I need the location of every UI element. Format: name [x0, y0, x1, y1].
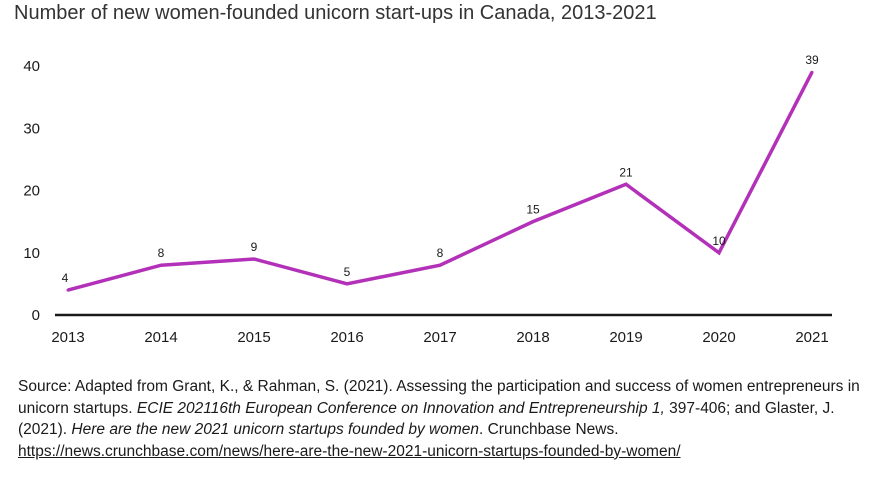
data-point [66, 288, 70, 292]
x-tick-label: 2018 [516, 329, 549, 346]
y-tick-label: 0 [32, 307, 40, 324]
x-tick-label: 2020 [702, 329, 735, 346]
x-tick-label: 2019 [609, 329, 642, 346]
y-tick-label: 40 [23, 58, 40, 75]
data-label: 8 [158, 246, 165, 260]
source-link[interactable]: https://news.crunchbase.com/news/here-ar… [18, 442, 681, 460]
x-tick-label: 2015 [237, 329, 270, 346]
x-tick-label: 2013 [51, 329, 84, 346]
data-point [717, 251, 721, 255]
data-labels: 4 8 9 5 8 15 21 10 39 [62, 53, 819, 292]
data-label: 39 [805, 53, 819, 67]
data-point [252, 257, 256, 261]
data-point [810, 70, 814, 74]
source-text-1: Source: Adapted from Grant, K., & Rahman… [18, 378, 860, 417]
data-point [531, 220, 535, 224]
source-article-title: Here are the new 2021 unicorn startups f… [71, 421, 479, 438]
data-label: 4 [62, 271, 69, 285]
data-label: 9 [251, 240, 258, 254]
data-point [624, 182, 628, 186]
source-note: Source: Adapted from Grant, K., & Rahman… [18, 376, 878, 462]
source-text-2: 397-406; and Glaster, J. (2021). [18, 399, 835, 439]
data-label: 21 [619, 165, 633, 179]
x-tick-label: 2021 [795, 329, 828, 346]
y-tick-label: 30 [23, 120, 40, 137]
data-point [159, 263, 163, 267]
y-axis-ticks: 0 10 20 30 40 [23, 58, 40, 324]
x-tick-label: 2017 [423, 329, 456, 346]
source-text-3: . Crunchbase News. [478, 421, 619, 438]
data-label: 10 [712, 234, 726, 248]
x-axis-ticks: 2013 2014 2015 2016 2017 2018 2019 2020 2021 [51, 329, 828, 346]
chart-title: Number of new women-founded unicorn star… [14, 2, 657, 24]
data-label: 8 [437, 246, 444, 260]
x-tick-label: 2014 [144, 329, 177, 346]
x-tick-label: 2016 [330, 329, 363, 346]
data-label: 5 [344, 265, 351, 279]
source-conference: ECIE 202116th European Conference on Inn… [136, 399, 665, 417]
data-label: 15 [526, 203, 540, 217]
data-point [345, 282, 349, 286]
data-point [438, 263, 442, 267]
y-tick-label: 20 [23, 183, 40, 200]
y-tick-label: 10 [23, 245, 40, 262]
